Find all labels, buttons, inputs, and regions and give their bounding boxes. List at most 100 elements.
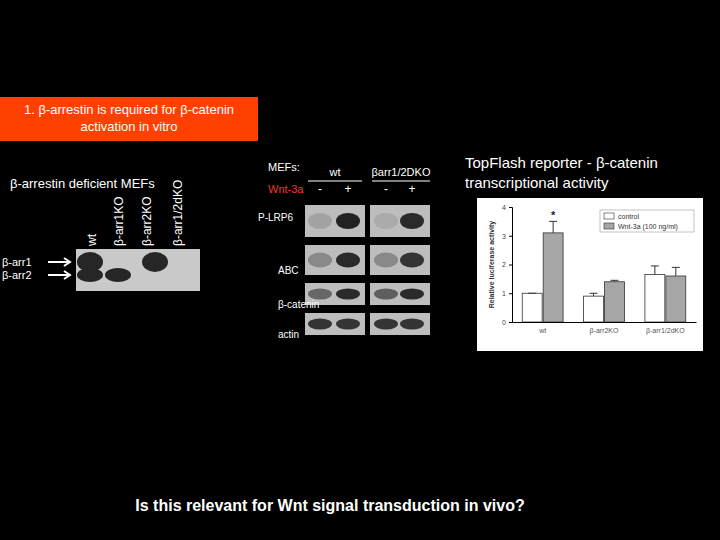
y-tick-line bbox=[509, 265, 512, 266]
band bbox=[336, 319, 360, 330]
y-tick: 4 bbox=[502, 204, 512, 211]
error-bar bbox=[610, 280, 618, 281]
legend-entry: control bbox=[618, 213, 639, 220]
x-tick-label: wt bbox=[538, 327, 546, 334]
lane-sign: + bbox=[344, 182, 351, 196]
bar bbox=[666, 276, 686, 322]
lane-sign: + bbox=[408, 182, 415, 196]
band bbox=[105, 268, 131, 282]
error-bar bbox=[651, 266, 659, 275]
reporter-title: transcriptional activity bbox=[465, 174, 609, 191]
band bbox=[77, 268, 103, 282]
band bbox=[374, 253, 398, 268]
band bbox=[142, 252, 168, 272]
y-axis-title: Relative luciferase activity bbox=[488, 221, 496, 309]
legend-swatch bbox=[604, 213, 614, 219]
y-tick-label: 2 bbox=[502, 261, 506, 268]
band bbox=[308, 289, 332, 300]
band bbox=[336, 213, 360, 229]
group-line bbox=[308, 181, 362, 182]
row-label: MEFs: bbox=[268, 161, 300, 173]
x-tick: wt bbox=[538, 322, 546, 334]
treatment: Wnt-3a bbox=[268, 183, 304, 195]
band bbox=[308, 253, 332, 268]
header: 1. β-arrestin is required for β-catenin bbox=[24, 102, 234, 117]
band-label: β-arr2 bbox=[2, 269, 32, 281]
band bbox=[400, 253, 424, 268]
band bbox=[308, 213, 332, 229]
row-name: ABC bbox=[278, 265, 299, 276]
row-name: actin bbox=[278, 329, 299, 340]
question: Is this relevant for Wnt signal transduc… bbox=[135, 497, 524, 514]
lane-label: β-arr2KO bbox=[140, 196, 154, 246]
lane-label: β-arr1KO bbox=[112, 196, 126, 246]
error-bar bbox=[528, 293, 536, 294]
y-tick-line bbox=[509, 322, 512, 323]
band bbox=[374, 289, 398, 300]
band bbox=[400, 319, 424, 330]
group-line bbox=[372, 181, 430, 182]
lane-label: wt bbox=[85, 233, 99, 247]
y-tick-line bbox=[509, 236, 512, 237]
blot-image bbox=[305, 245, 365, 275]
header-box bbox=[0, 97, 258, 141]
x-tick-label: β-arr1/2dKO bbox=[646, 327, 685, 335]
row-name: P-LRP6 bbox=[258, 212, 293, 223]
blot-image bbox=[76, 249, 200, 291]
legend: controlWnt-3a (100 ng/ml) bbox=[600, 210, 694, 232]
lane-sign: - bbox=[318, 182, 322, 196]
band bbox=[336, 253, 360, 268]
x-axis: wt β-arr2KO β-arr1/2dKO bbox=[513, 322, 697, 335]
y-tick-line bbox=[509, 207, 512, 208]
y-tick-line bbox=[509, 293, 512, 294]
y-tick: 2 bbox=[502, 261, 512, 268]
y-tick: 1 bbox=[502, 290, 512, 297]
legend-swatch bbox=[604, 223, 614, 229]
blot-image bbox=[370, 313, 430, 335]
legend-box bbox=[600, 210, 694, 232]
blot-image bbox=[305, 205, 365, 237]
y-tick: 0 bbox=[502, 319, 512, 326]
bar bbox=[522, 293, 542, 322]
lane-label: β-arr1/2dKO bbox=[171, 180, 185, 246]
group-label: wt bbox=[329, 166, 341, 178]
x-tick-label: β-arr2KO bbox=[590, 327, 619, 335]
bar bbox=[543, 233, 563, 322]
group-label: βarr1/2DKO bbox=[372, 166, 431, 178]
x-axis-line bbox=[513, 322, 697, 323]
band bbox=[308, 319, 332, 330]
lane-sign: - bbox=[384, 182, 388, 196]
significance: * bbox=[551, 209, 556, 221]
band bbox=[336, 289, 360, 300]
blot-image bbox=[370, 205, 430, 237]
header: activation in vitro bbox=[81, 119, 178, 134]
y-axis-line bbox=[509, 208, 513, 323]
y-tick: 3 bbox=[502, 232, 512, 239]
row-name: β-catenin bbox=[278, 299, 319, 310]
slide: 1. β-arrestin is required for β-catenin a… bbox=[0, 0, 720, 540]
band bbox=[400, 213, 424, 229]
bar bbox=[584, 296, 604, 322]
y-tick-label: 1 bbox=[502, 290, 506, 297]
x-tick: β-arr1/2dKO bbox=[646, 322, 685, 335]
error-bar bbox=[672, 267, 680, 276]
x-tick: β-arr2KO bbox=[590, 322, 619, 335]
y-tick-label: 3 bbox=[502, 232, 506, 239]
band-arrow bbox=[48, 258, 70, 266]
reporter-title: TopFlash reporter - β-catenin bbox=[465, 154, 658, 171]
chart-background bbox=[477, 198, 703, 351]
bar bbox=[605, 282, 625, 322]
band-label: β-arr1 bbox=[2, 256, 32, 268]
plot-area bbox=[522, 221, 686, 322]
blot-image bbox=[370, 283, 430, 305]
bar bbox=[645, 275, 665, 322]
band-arrow bbox=[48, 271, 70, 279]
y-tick-label: 4 bbox=[502, 204, 506, 211]
band bbox=[374, 213, 398, 229]
blot-title: β-arrestin deficient MEFs bbox=[10, 176, 155, 191]
blot-image bbox=[305, 313, 365, 335]
error-bar bbox=[549, 221, 557, 233]
y-tick-label: 0 bbox=[502, 319, 506, 326]
y-axis: 0 1 2 3 4 bbox=[502, 204, 512, 326]
blot-image bbox=[370, 245, 430, 275]
